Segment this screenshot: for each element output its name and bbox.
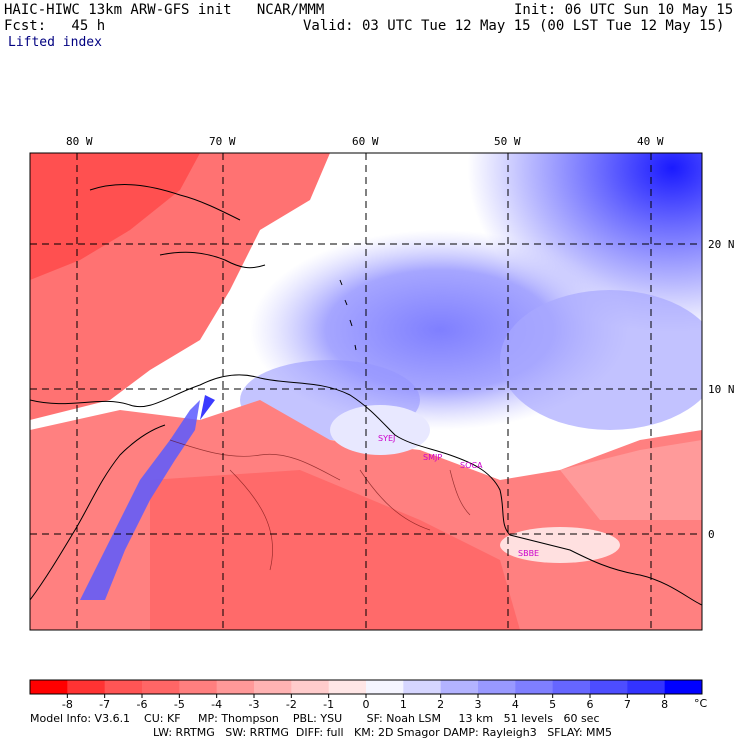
lon-label: 40 W (637, 135, 664, 148)
colorbar-swatch (515, 680, 554, 694)
colorbar-tick-label: 7 (624, 698, 631, 711)
colorbar-swatch (30, 680, 68, 694)
colorbar-tick-label: 0 (363, 698, 370, 711)
colorbar-swatch (216, 680, 255, 694)
field-name: Lifted index (8, 35, 102, 50)
lon-label: 80 W (66, 135, 93, 148)
lat-label: 10 N (708, 383, 735, 396)
colorbar-swatch (291, 680, 330, 694)
coastline-south-america (30, 374, 702, 606)
colorbar-swatch (254, 680, 292, 694)
colorbar-swatch (627, 680, 666, 694)
colorbar-tick-label: -8 (62, 698, 73, 711)
colorbar-swatch (403, 680, 442, 694)
stable-streak-andes (80, 400, 200, 600)
station-label: SMJP (423, 453, 442, 462)
colorbar (29, 679, 703, 698)
colorbar-unit: °C (694, 697, 708, 710)
station-label: SYEJ (378, 434, 395, 443)
colorbar-tick-label: -1 (323, 698, 334, 711)
colorbar-tick-label: 1 (400, 698, 407, 711)
colorbar-tick-label: 5 (549, 698, 556, 711)
valid-time: Valid: 03 UTC Tue 12 May 15 (00 LST Tue … (303, 18, 725, 34)
model-info-line2: LW: RRTMG SW: RRTMG DIFF: full KM: 2D Sm… (153, 726, 613, 739)
coastline-greater-antilles (89, 184, 241, 221)
colorbar-swatch (478, 680, 516, 694)
colorbar-swatch (104, 680, 143, 694)
init-time: Init: 06 UTC Sun 10 May 15 (514, 2, 734, 18)
lat-label: 0 (708, 528, 715, 541)
colorbar-tick-label: -2 (286, 698, 297, 711)
colorbar-swatch (440, 680, 479, 694)
model-title: HAIC-HIWC 13km ARW-GFS init NCAR/MMM (4, 2, 325, 18)
colorbar-swatch (67, 680, 106, 694)
colorbar-tick-label: 4 (512, 698, 519, 711)
colorbar-tick-label: -6 (137, 698, 148, 711)
lon-label: 50 W (494, 135, 521, 148)
colorbar-tick-label: 6 (587, 698, 594, 711)
colorbar-tick-label: -4 (211, 698, 222, 711)
graticule (30, 153, 702, 630)
station-label: SBBE (518, 549, 539, 558)
colorbar-swatch (664, 680, 703, 694)
colorbar-swatch (552, 680, 591, 694)
colorbar-tick-label: 8 (661, 698, 668, 711)
colorbar-swatch (366, 680, 404, 694)
colorbar-tick-label: -5 (174, 698, 185, 711)
colorbar-swatch (590, 680, 628, 694)
colorbar-swatch (142, 680, 180, 694)
model-info-line1: Model Info: V3.6.1 CU: KF MP: Thompson P… (30, 712, 600, 725)
forecast-hour: Fcst: 45 h (4, 18, 106, 34)
lon-label: 60 W (352, 135, 379, 148)
colorbar-tick-label: -3 (249, 698, 260, 711)
map-frame (29, 152, 703, 631)
colorbar-swatch (179, 680, 218, 694)
colorbar-tick-label: -7 (99, 698, 110, 711)
colorbar-tick-label: 3 (475, 698, 482, 711)
lon-label: 70 W (209, 135, 236, 148)
colorbar-swatch (328, 680, 367, 694)
lat-label: 20 N (708, 238, 735, 251)
station-label: SOCA (460, 461, 483, 470)
colorbar-tick-label: 2 (437, 698, 444, 711)
